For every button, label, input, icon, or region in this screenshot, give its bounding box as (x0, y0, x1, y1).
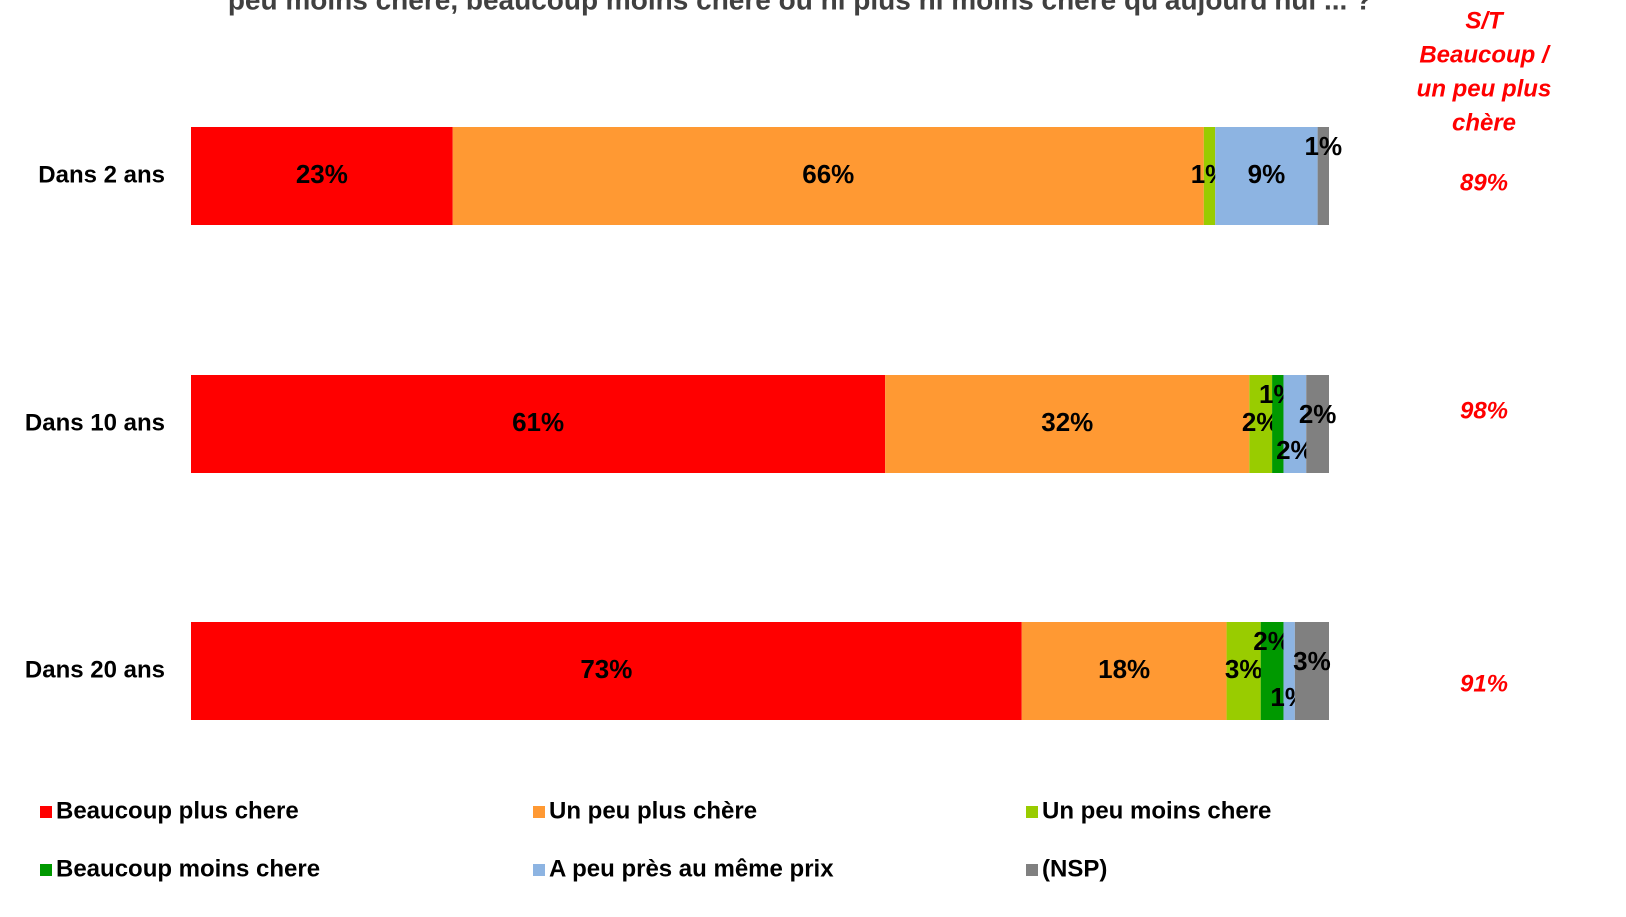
bar-segment (1249, 375, 1273, 473)
data-label: 3% (1293, 646, 1331, 676)
y-tick-label: Dans 2 ans (38, 161, 165, 188)
chart-title: peu moins chère, beaucoup moins chère ou… (228, 0, 1372, 15)
bar-segment (191, 127, 453, 225)
total-header: un peu plus (1417, 75, 1552, 102)
bar-segment (1203, 127, 1216, 225)
legend-label: Beaucoup moins chere (56, 855, 320, 882)
bar-segment (1294, 622, 1329, 720)
bar-segment (1260, 622, 1284, 720)
legend-swatch (533, 864, 545, 876)
data-label: 9% (1248, 159, 1286, 189)
bar-segment (191, 375, 886, 473)
legend-label: (NSP) (1042, 855, 1107, 882)
bar-segment (1272, 375, 1284, 473)
total-label: 98% (1460, 397, 1508, 424)
data-label: 61% (512, 407, 564, 437)
legend-swatch (40, 806, 52, 818)
legend-swatch (1026, 864, 1038, 876)
total-header: S/T (1465, 7, 1505, 34)
data-label: 2% (1299, 399, 1337, 429)
bar-segment (1317, 127, 1329, 225)
bar-segment (452, 127, 1204, 225)
total-label: 91% (1460, 670, 1508, 697)
bar-segment (1306, 375, 1329, 473)
data-label: 1% (1305, 131, 1343, 161)
legend-swatch (40, 864, 52, 876)
data-label: 73% (580, 654, 632, 684)
y-tick-label: Dans 10 ans (25, 409, 165, 436)
legend-label: Un peu moins chere (1042, 797, 1271, 824)
legend-swatch (1026, 806, 1038, 818)
bar-segment (885, 375, 1250, 473)
data-label: 23% (296, 159, 348, 189)
total-header: Beaucoup / (1419, 41, 1551, 68)
bar-segment (1215, 127, 1318, 225)
data-label: 66% (802, 159, 854, 189)
legend-label: A peu près au même prix (549, 855, 834, 882)
legend-label: Beaucoup plus chere (56, 797, 299, 824)
bar-segment (1283, 375, 1307, 473)
bar-segment (191, 622, 1022, 720)
y-tick-label: Dans 20 ans (25, 656, 165, 683)
bar-segment (1226, 622, 1261, 720)
legend-label: Un peu plus chère (549, 797, 757, 824)
legend-swatch (533, 806, 545, 818)
data-label: 32% (1041, 407, 1093, 437)
total-header: chère (1452, 109, 1516, 136)
total-label: 89% (1460, 169, 1508, 196)
data-label: 3% (1225, 654, 1263, 684)
bar-segment (1021, 622, 1227, 720)
bar-segment (1283, 622, 1295, 720)
data-label: 18% (1098, 654, 1150, 684)
